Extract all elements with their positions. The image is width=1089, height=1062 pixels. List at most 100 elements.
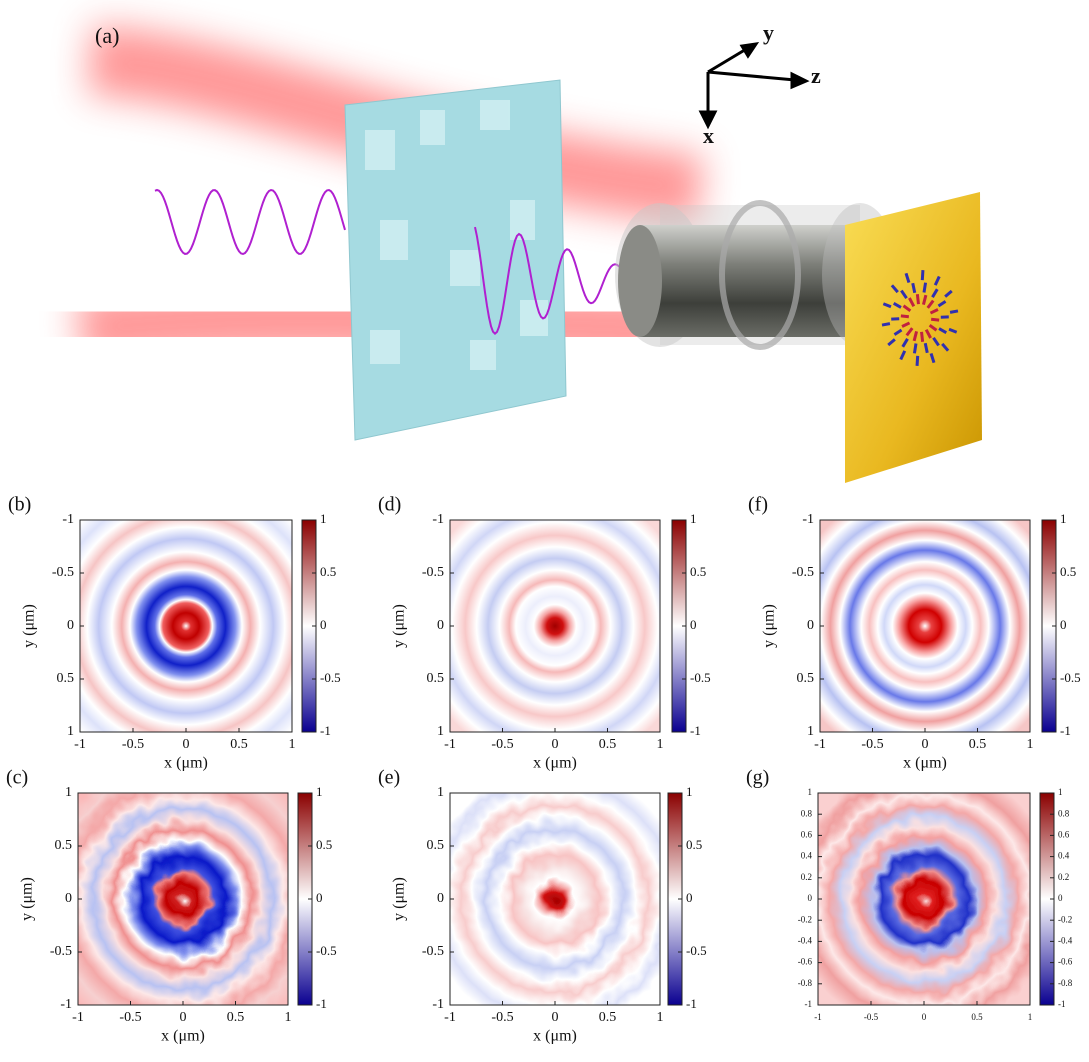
x-tick-label: 0 <box>180 1010 187 1025</box>
x-tick-label: 0 <box>922 1012 927 1022</box>
y-tick-label: 0.4 <box>801 851 813 861</box>
x-tick-label: -1 <box>444 737 456 752</box>
axis-name: z <box>811 63 821 88</box>
x-axis-label: x (μm) <box>533 1028 577 1045</box>
colorbar-tick-label: 1 <box>686 784 693 799</box>
x-tick-label: -0.5 <box>122 737 144 752</box>
colorbar-tick-label: -1 <box>1060 723 1071 738</box>
x-tick-label: 1 <box>289 737 296 752</box>
x-tick-label: 1 <box>657 737 664 752</box>
panel: -1 -0.5 0 0.5 1 -1 -0.8 -0.6 -0.4 -0.2 0 0.2 0.4 0.6 0… <box>746 767 1073 1022</box>
x-tick-label: 0 <box>183 737 190 752</box>
colorbar-tick-label: 0.5 <box>1060 564 1076 579</box>
colorbar-tick-label: -0.5 <box>320 670 341 685</box>
y-tick-label: -0.4 <box>798 935 813 945</box>
panel-label: (d) <box>378 494 401 516</box>
colorbar-tick-label: 1 <box>316 784 323 799</box>
colorbar-tick-label: -1 <box>1058 999 1066 1009</box>
axis-name: y <box>763 20 774 45</box>
y-tick-label: 0.5 <box>427 838 445 853</box>
y-tick-label: -0.5 <box>422 944 444 959</box>
y-tick-label: 1 <box>808 787 813 797</box>
y-tick-label: 0 <box>65 891 72 906</box>
colorbar-tick-label: 1 <box>1058 787 1063 797</box>
colorbar-tick-label: -0.2 <box>1058 914 1072 924</box>
x-tick-label: 1 <box>1028 1012 1033 1022</box>
colorbar-tick-label: -0.6 <box>1058 957 1073 967</box>
colorbar-tick-label: 0 <box>316 890 323 905</box>
y-tick-label: 0 <box>808 893 813 903</box>
heatmap-image <box>808 783 1040 1015</box>
y-tick-label: -0.2 <box>798 914 812 924</box>
x-tick-label: -1 <box>814 737 826 752</box>
y-tick-label: -1 <box>62 512 74 527</box>
y-tick-label: 0 <box>67 618 74 633</box>
figure: (a) x y z -1 -0.5 0 0.5 1 -1 -0.5 0 0.5 1 x (μm) y … <box>0 0 1089 1057</box>
y-tick-label: -1 <box>432 997 444 1012</box>
colorbar-tick-label: 0.5 <box>690 564 706 579</box>
panel-label: (b) <box>8 494 31 516</box>
colorbar-tick-label: -1 <box>686 996 697 1011</box>
x-tick-label: 0.5 <box>969 737 987 752</box>
y-tick-label: -1 <box>802 512 814 527</box>
colorbar-tick-label: 0.5 <box>320 564 336 579</box>
colorbar-tick-label: 0.6 <box>1058 829 1070 839</box>
y-axis-label: y (μm) <box>761 604 778 648</box>
x-tick-label: -1 <box>814 1012 822 1022</box>
colorbar-tick-label: -0.5 <box>690 670 711 685</box>
heatmap-image <box>440 783 670 1015</box>
y-tick-label: 1 <box>65 785 72 800</box>
panel-label: (c) <box>6 767 28 789</box>
x-tick-label: 0.5 <box>971 1012 983 1022</box>
colorbar-tick-label: 0.5 <box>316 837 332 852</box>
x-tick-label: -1 <box>444 1010 456 1025</box>
x-axis-label: x (μm) <box>533 755 577 772</box>
x-tick-label: -0.5 <box>861 737 883 752</box>
x-tick-label: -0.5 <box>119 1010 141 1025</box>
y-tick-label: -1 <box>805 999 813 1009</box>
colorbar-tick-label: 1 <box>1060 511 1067 526</box>
colorbar-tick-label: 0.5 <box>686 837 702 852</box>
colorbar-tick-label: 1 <box>690 511 697 526</box>
panel-label: (e) <box>378 767 400 789</box>
y-axis-label: y (μm) <box>391 877 408 921</box>
x-tick-label: -1 <box>72 1010 84 1025</box>
x-tick-label: 0.5 <box>599 1010 617 1025</box>
illustration: (a) x y z <box>80 20 982 483</box>
y-tick-label: 0.5 <box>427 671 445 686</box>
y-tick-label: -0.5 <box>50 944 72 959</box>
colorbar-tick-label: 0 <box>690 617 697 632</box>
x-tick-label: -0.5 <box>864 1012 879 1022</box>
y-axis-label: y (μm) <box>21 604 38 648</box>
colorbar-tick-label: 0 <box>686 890 693 905</box>
x-tick-label: 0.5 <box>230 737 248 752</box>
colorbar-tick-label: -0.4 <box>1058 935 1073 945</box>
panel-label: (a) <box>95 23 119 48</box>
panel-label: (g) <box>746 767 769 789</box>
x-tick-label: 1 <box>1027 737 1034 752</box>
y-tick-label: 0.5 <box>57 671 75 686</box>
y-tick-label: -0.5 <box>422 565 444 580</box>
colorbar-tick-label: -0.8 <box>1058 978 1073 988</box>
x-tick-label: -0.5 <box>491 1010 513 1025</box>
x-tick-label: 0.5 <box>599 737 617 752</box>
y-tick-label: 0.5 <box>797 671 815 686</box>
panel-label: (f) <box>748 494 768 516</box>
colorbar-tick-label: 1 <box>320 511 327 526</box>
colorbar-tick-label: 0.2 <box>1058 872 1069 882</box>
y-axis-label: y (μm) <box>391 604 408 648</box>
x-tick-label: -0.5 <box>491 737 513 752</box>
x-tick-label: 1 <box>285 1010 292 1025</box>
y-tick-label: -1 <box>60 997 72 1012</box>
x-tick-label: 0.5 <box>227 1010 245 1025</box>
colorbar-tick-label: 0.4 <box>1058 851 1070 861</box>
colorbar-tick-label: 0 <box>320 617 327 632</box>
x-axis-label: x (μm) <box>161 1028 205 1045</box>
axis-name: x <box>703 123 714 148</box>
x-tick-label: 1 <box>657 1010 664 1025</box>
